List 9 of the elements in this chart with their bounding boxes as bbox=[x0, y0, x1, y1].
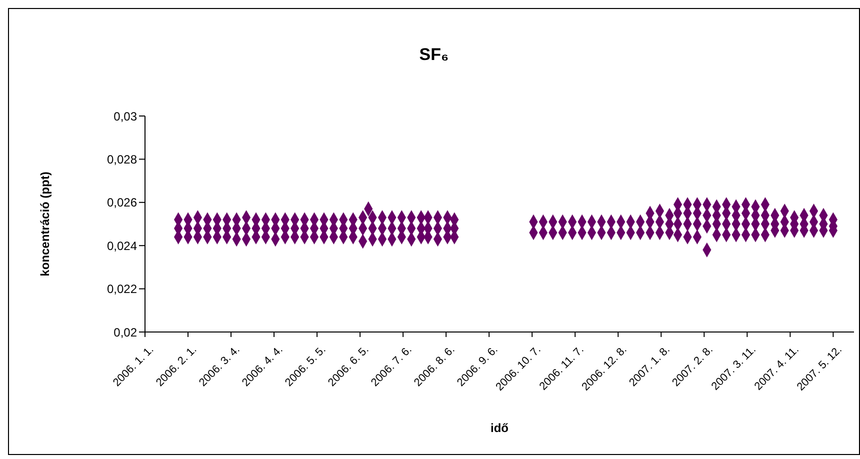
y-tick-label: 0,02 bbox=[114, 325, 138, 340]
y-tick-label: 0,024 bbox=[106, 238, 138, 253]
chart-title: SF₆ bbox=[418, 45, 450, 65]
y-tick-label: 0,026 bbox=[106, 196, 138, 210]
y-axis-title: koncentráció (ppt) bbox=[38, 172, 52, 276]
x-axis-title: idő bbox=[490, 421, 510, 435]
y-tick-label: 0,03 bbox=[114, 109, 138, 124]
y-tick-label: 0,028 bbox=[106, 152, 138, 166]
y-tick-label: 0,022 bbox=[106, 282, 138, 296]
